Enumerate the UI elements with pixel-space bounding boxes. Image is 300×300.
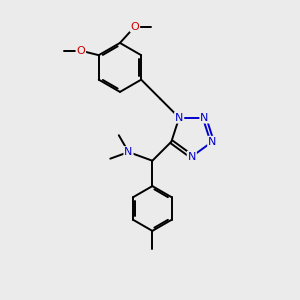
Text: N: N bbox=[124, 147, 133, 157]
Text: N: N bbox=[188, 152, 196, 162]
Text: N: N bbox=[208, 137, 216, 147]
Text: N: N bbox=[200, 113, 208, 123]
Text: O: O bbox=[76, 46, 85, 56]
Text: N: N bbox=[175, 113, 183, 123]
Text: O: O bbox=[130, 22, 139, 32]
